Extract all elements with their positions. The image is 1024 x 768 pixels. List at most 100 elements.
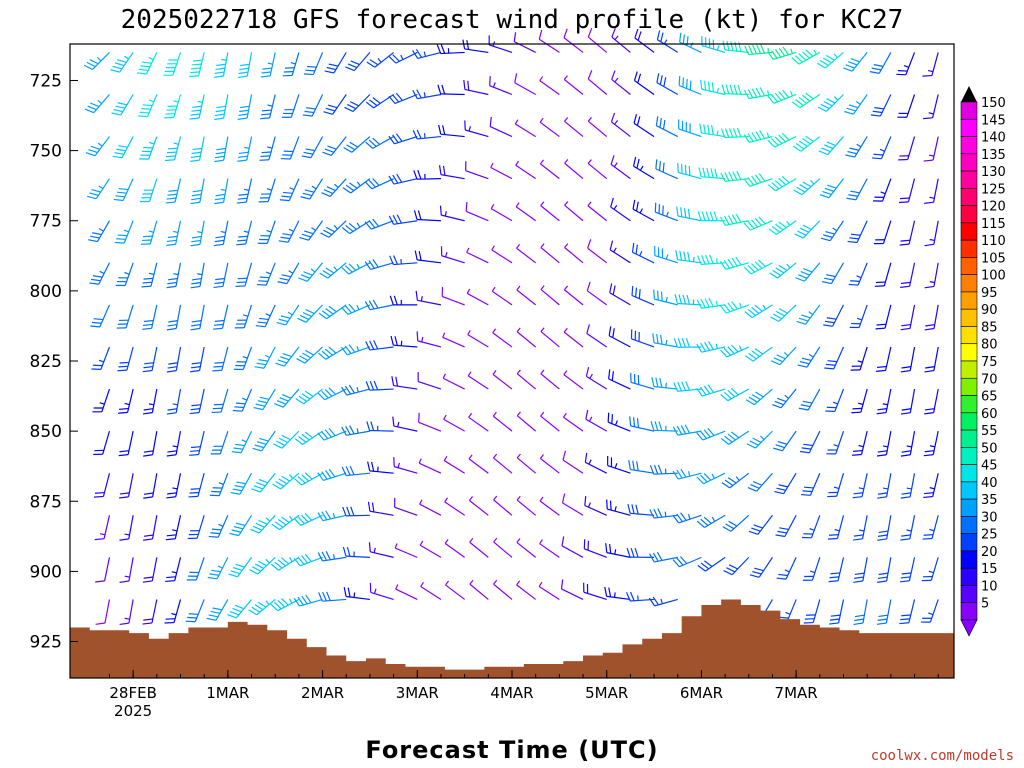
wind-barb — [443, 414, 465, 432]
wind-barb — [516, 411, 537, 432]
wind-barb-half-flag — [715, 300, 718, 307]
wind-barb-flag — [685, 337, 690, 348]
wind-barb-half-flag — [97, 99, 103, 105]
wind-barb-flag — [627, 503, 631, 514]
wind-barb-flag — [119, 580, 130, 583]
wind-barb-flag — [301, 393, 311, 400]
wind-barb-half-flag — [929, 238, 935, 241]
wind-barb-flag — [696, 343, 703, 353]
wind-barb-flag — [656, 73, 660, 83]
wind-barb — [799, 430, 821, 454]
wind-barb-staff — [469, 500, 489, 516]
wind-barb — [676, 206, 702, 222]
wind-barb-flag — [214, 281, 224, 285]
wind-barb-flag — [636, 418, 640, 428]
wind-barb-flag — [751, 88, 758, 98]
wind-barb-half-flag — [516, 411, 521, 417]
wind-barb-flag — [751, 132, 758, 141]
wind-barb-flag — [348, 303, 356, 312]
wind-barb-flag — [924, 327, 935, 331]
wind-barb-flag — [348, 384, 355, 394]
wind-barb-flag — [343, 146, 353, 153]
wind-barb — [86, 178, 110, 200]
wind-barb — [420, 582, 442, 600]
wind-barb-flag — [304, 390, 314, 397]
wind-barb-flag — [395, 133, 403, 142]
wind-barb-flag — [705, 254, 710, 265]
wind-barb-flag — [700, 79, 703, 90]
wind-barb — [849, 304, 868, 329]
wind-barb-flag — [584, 452, 588, 463]
x-tick-label: 4MAR — [490, 684, 533, 702]
wind-barb-flag — [751, 306, 760, 314]
colorbar-label: 30 — [981, 510, 998, 525]
wind-barb-half-flag — [540, 369, 545, 375]
wind-barb-flag — [827, 360, 838, 363]
wind-barb-flag — [439, 205, 442, 216]
wind-barb-flag — [829, 618, 840, 621]
wind-barb-flag — [166, 534, 177, 537]
wind-barb-flag — [138, 68, 149, 72]
wind-barb-flag — [925, 323, 935, 327]
wind-barb-flag — [279, 277, 290, 281]
wind-barb-flag — [700, 562, 710, 570]
wind-barb-staff — [418, 421, 442, 432]
wind-barb-flag — [801, 51, 810, 59]
wind-barb-half-flag — [687, 471, 691, 477]
wind-barb-flag — [341, 267, 350, 275]
wind-barb-half-flag — [444, 211, 447, 217]
wind-barb-flag — [166, 327, 177, 331]
wind-barb-flag — [634, 28, 639, 39]
wind-barb-flag — [341, 426, 347, 436]
wind-barb-flag — [727, 433, 736, 441]
wind-barb-flag — [513, 32, 517, 42]
wind-barb — [564, 117, 584, 138]
wind-barb-flag — [342, 187, 352, 194]
wind-barb — [696, 472, 726, 485]
wind-barb-flag — [900, 538, 910, 541]
wind-barb — [516, 369, 537, 390]
wind-barb — [853, 557, 868, 583]
wind-barb-flag — [794, 233, 804, 239]
wind-barb-flag — [800, 271, 810, 276]
wind-barb-half-flag — [124, 575, 130, 578]
wind-barb-flag — [116, 191, 127, 194]
wind-barb-flag — [317, 512, 324, 522]
wind-barb-flag — [628, 460, 631, 470]
wind-barb-flag — [441, 84, 446, 95]
wind-barb-flag — [328, 305, 337, 313]
wind-barb-flag — [900, 496, 911, 499]
wind-barb — [416, 331, 442, 348]
wind-barb-flag — [925, 366, 935, 369]
wind-barb-flag — [796, 320, 806, 325]
wind-barb — [585, 366, 608, 390]
colorbar-swatch — [960, 429, 978, 448]
wind-barb-flag — [372, 178, 380, 186]
wind-barb-staff — [102, 473, 111, 497]
wind-barb — [896, 52, 916, 76]
wind-barb — [388, 133, 418, 145]
credit-text: coolwx.com/models — [871, 748, 1014, 764]
wind-barb-flag — [755, 131, 762, 140]
wind-barb-half-flag — [786, 220, 791, 226]
wind-barb-flag — [437, 84, 442, 95]
wind-barb — [923, 136, 939, 162]
wind-barb — [117, 346, 134, 372]
wind-barb-flag — [798, 317, 809, 322]
wind-barb-flag — [237, 159, 247, 162]
wind-barb-flag — [280, 315, 291, 319]
wind-barb — [143, 515, 158, 541]
wind-barb-flag — [255, 325, 266, 328]
wind-barb-flag — [795, 277, 805, 282]
wind-barb-flag — [302, 352, 312, 359]
wind-barb-flag — [634, 548, 639, 558]
wind-barb-flag — [341, 307, 349, 315]
wind-barb-flag — [829, 576, 840, 579]
wind-barb-half-flag — [289, 515, 293, 521]
wind-barb — [189, 388, 205, 415]
wind-barb-flag — [117, 369, 127, 372]
wind-barb-staff — [563, 416, 584, 432]
wind-barb-flag — [274, 521, 284, 528]
wind-barb-flag — [324, 469, 332, 479]
wind-barb — [655, 159, 678, 180]
